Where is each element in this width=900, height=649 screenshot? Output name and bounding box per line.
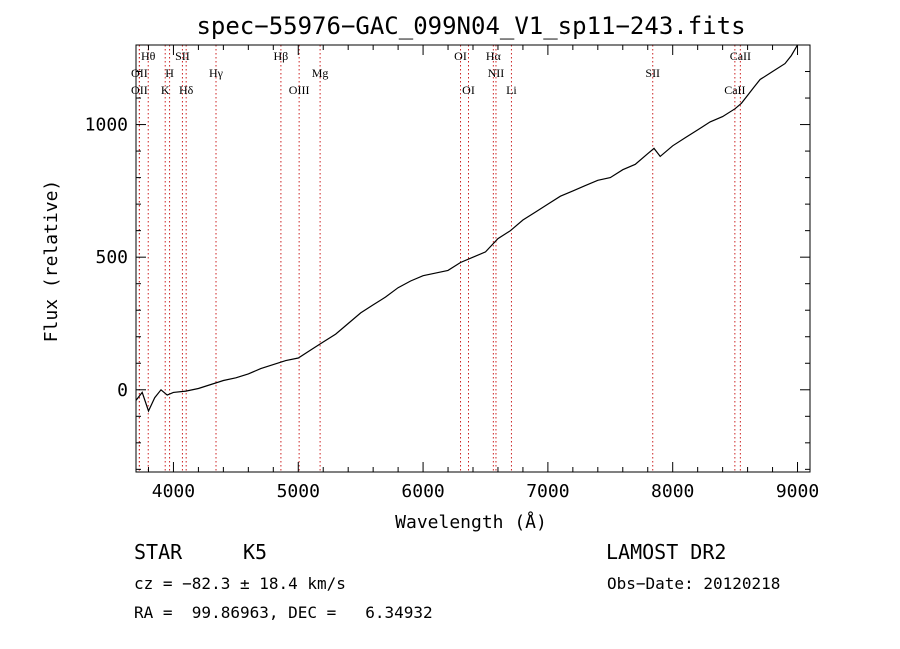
x-tick-label: 8000	[651, 481, 694, 502]
line-marker-label: Hδ	[179, 83, 194, 97]
x-axis-label: Wavelength (Å)	[395, 511, 547, 533]
line-marker-label: Hγ	[209, 66, 224, 80]
line-marker-label: CaII	[724, 83, 745, 97]
line-marker-label: SII	[175, 49, 190, 63]
y-tick-label: 0	[117, 380, 128, 401]
redshift-text: cz = −82.3 ± 18.4 km/s	[134, 574, 346, 593]
x-tick-label: 4000	[152, 481, 195, 502]
x-tick-label: 9000	[776, 481, 819, 502]
line-marker-label: OIII	[289, 83, 310, 97]
line-marker-label: OI	[462, 83, 475, 97]
line-marker-label: SII	[645, 66, 660, 80]
line-marker-label: OII	[131, 83, 148, 97]
chart-title: spec−55976−GAC_099N04_V1_sp11−243.fits	[196, 12, 745, 40]
line-marker-label: Hα	[486, 49, 502, 63]
line-marker-label: NII	[488, 66, 505, 80]
spectrum-line	[135, 44, 799, 413]
object-class: STAR	[134, 540, 183, 564]
spectral-line-markers: HθOIIOIIHKSIIHδHγHβOIIIMgOIOIHαNIILiSIIC…	[131, 45, 751, 472]
x-tick-label: 5000	[277, 481, 320, 502]
line-marker-label: Mg	[312, 66, 329, 80]
object-subclass: K5	[243, 540, 268, 564]
plot-axes: 4000 5000 6000 7000 8000 9000 0 500 1000	[85, 44, 819, 502]
line-marker-label: Hβ	[274, 49, 289, 63]
x-tick-label: 6000	[401, 481, 444, 502]
x-tick-label: 7000	[526, 481, 569, 502]
line-marker-label: Hθ	[141, 49, 156, 63]
line-marker-label: Li	[506, 83, 517, 97]
survey-name: LAMOST DR2	[606, 540, 727, 564]
line-marker-label: K	[161, 83, 170, 97]
coordinates-text: RA = 99.86963, DEC = 6.34932	[134, 603, 433, 622]
y-axis-label: Flux (relative)	[41, 180, 62, 343]
y-tick-label: 500	[95, 247, 128, 268]
line-marker-label: OI	[454, 49, 467, 63]
plot-frame	[135, 44, 811, 473]
line-marker-label: H	[165, 66, 174, 80]
observation-date: Obs−Date: 20120218	[607, 574, 781, 593]
y-tick-label: 1000	[85, 115, 128, 136]
spectrum-trace	[135, 44, 799, 413]
line-marker-label: CaII	[730, 49, 751, 63]
